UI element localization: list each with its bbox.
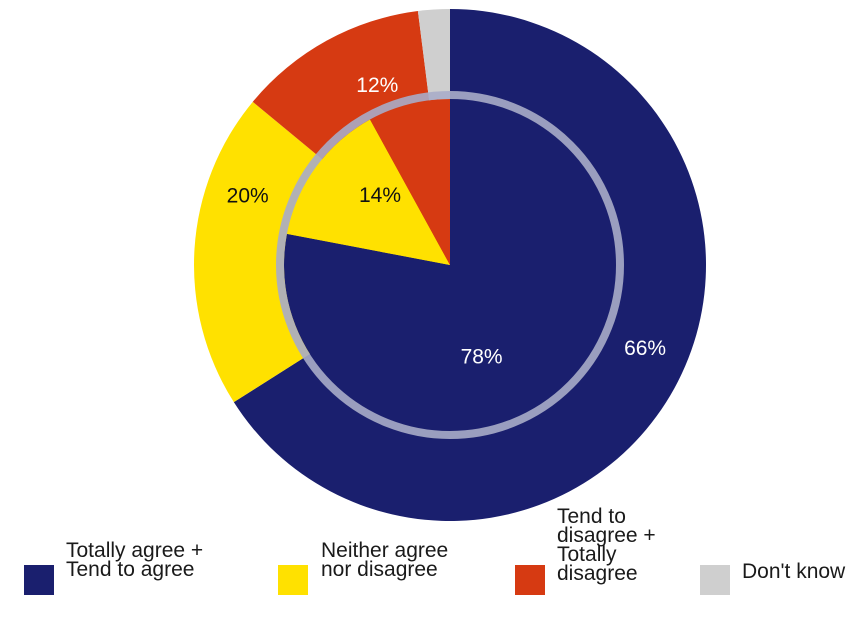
legend-label-line: Totally <box>557 543 617 566</box>
legend: Totally agree +Tend to agree Neither agre… <box>24 505 846 595</box>
legend-swatch <box>700 565 730 595</box>
data-labels: 66% 20% 12% 78% 14% <box>227 74 666 369</box>
legend-label-line: disagree <box>557 562 638 585</box>
data-label-inner-totally-agree-tend-to-agree: 78% <box>461 346 503 369</box>
inner-pie <box>283 99 616 431</box>
ring-separator <box>276 91 624 439</box>
data-label-outer-tend-to-disagree-totally-disagree: 12% <box>356 74 398 97</box>
legend-label-line: Tend to <box>557 505 626 528</box>
legend-label-line: Tend to agree <box>66 558 194 581</box>
legend-label-line: Don't know <box>742 560 846 583</box>
legend-label-line: disagree + <box>557 524 656 547</box>
legend-swatch <box>278 565 308 595</box>
legend-label-line: Neither agree <box>321 539 448 562</box>
inner-slice-tend-to-disagree-totally-disagree <box>370 99 450 265</box>
legend-label-line: Totally agree + <box>66 539 203 562</box>
legend-item-don-t-know: Don't know <box>700 560 846 595</box>
inner-slice-totally-agree-tend-to-agree <box>283 99 616 431</box>
data-label-outer-totally-agree-tend-to-agree: 66% <box>624 337 666 360</box>
legend-item-totally-agree-tend-to-agree: Totally agree +Tend to agree <box>24 539 203 595</box>
data-label-outer-neither-agree-nor-disagree: 20% <box>227 184 269 207</box>
data-label-inner-neither-agree-nor-disagree: 14% <box>359 184 401 207</box>
inner-slice-neither-agree-nor-disagree <box>286 119 450 265</box>
legend-label-line: nor disagree <box>321 558 438 581</box>
legend-swatch <box>24 565 54 595</box>
legend-swatch <box>515 565 545 595</box>
